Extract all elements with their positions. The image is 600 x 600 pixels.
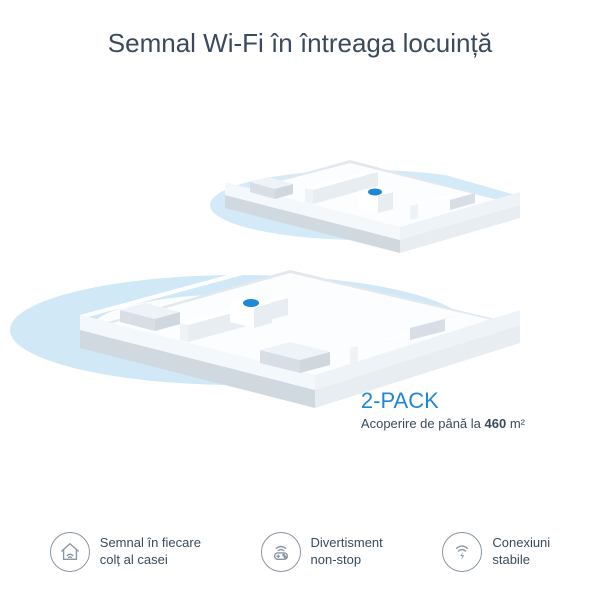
feature-label: Semnal în fiecare colț al casei — [100, 535, 201, 569]
feature-label: Conexiuni stabile — [492, 535, 550, 569]
feature-stable: Conexiuni stabile — [442, 532, 550, 572]
pack-info: 2-PACK Acoperire de până la 460 m² — [361, 388, 525, 431]
feature-coverage: Semnal în fiecare colț al casei — [50, 532, 201, 572]
router-node-lower — [230, 297, 272, 328]
router-node-upper — [358, 187, 393, 213]
pack-subtitle: Acoperire de până la 460 m² — [361, 416, 525, 431]
house-icon — [50, 532, 90, 572]
pack-title: 2-PACK — [361, 388, 525, 414]
feature-entertainment: Divertisment non-stop — [261, 532, 383, 572]
page-title: Semnal Wi-Fi în întreaga locuință — [0, 0, 600, 59]
bolt-icon — [442, 532, 482, 572]
floor-plan-illustration — [50, 100, 550, 420]
feature-label: Divertisment non-stop — [311, 535, 383, 569]
gamepad-icon — [261, 532, 301, 572]
features-row: Semnal în fiecare colț al casei Divertis… — [0, 532, 600, 572]
